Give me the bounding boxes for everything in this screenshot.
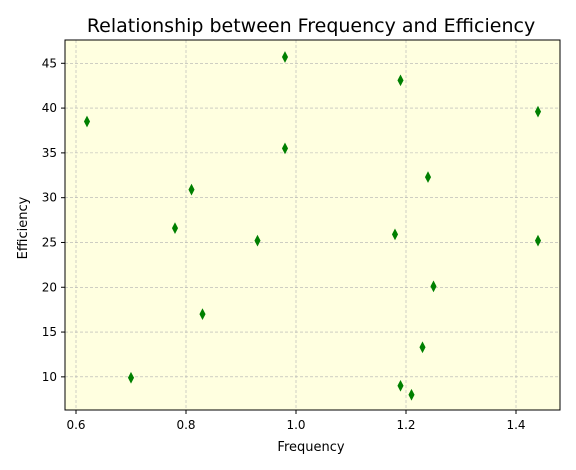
x-tick-label: 1.2 — [396, 418, 415, 432]
x-tick-label: 0.8 — [176, 418, 195, 432]
data-point — [430, 280, 437, 293]
y-tick-label: 25 — [42, 235, 57, 249]
data-point — [199, 308, 206, 321]
data-point — [254, 234, 261, 247]
data-point — [408, 388, 415, 401]
x-axis-ticks: 0.6 0.8 1.0 1.2 1.4 — [66, 410, 526, 432]
data-point — [391, 228, 399, 241]
x-tick-label: 1.4 — [506, 418, 525, 432]
x-tick-label: 1.0 — [286, 418, 305, 432]
data-points — [83, 51, 542, 401]
data-point — [534, 105, 542, 118]
data-point — [534, 234, 542, 247]
y-tick-label: 40 — [42, 101, 57, 115]
y-axis-label: Efficiency — [16, 196, 31, 259]
y-tick-label: 15 — [42, 325, 57, 339]
x-tick-label: 0.6 — [66, 418, 85, 432]
y-tick-label: 30 — [42, 191, 57, 205]
data-point — [281, 142, 289, 155]
data-point — [397, 379, 404, 392]
data-point — [424, 171, 432, 183]
plot-frame — [64, 39, 561, 411]
gridlines — [65, 40, 560, 410]
y-tick-label: 20 — [42, 280, 57, 294]
data-point — [397, 74, 404, 87]
y-tick-label: 45 — [42, 56, 57, 70]
y-axis-ticks: 10 15 20 25 30 35 40 45 — [42, 56, 65, 384]
data-point — [127, 371, 135, 384]
data-point — [83, 115, 91, 128]
y-tick-label: 35 — [42, 146, 57, 160]
data-point — [188, 183, 195, 196]
data-point — [419, 341, 426, 354]
chart-title: Relationship between Frequency and Effic… — [87, 15, 535, 37]
data-point — [171, 222, 179, 235]
x-axis-label: Frequency — [277, 440, 344, 455]
y-tick-label: 10 — [42, 370, 57, 384]
plot-area — [65, 40, 560, 410]
data-point — [281, 51, 289, 63]
